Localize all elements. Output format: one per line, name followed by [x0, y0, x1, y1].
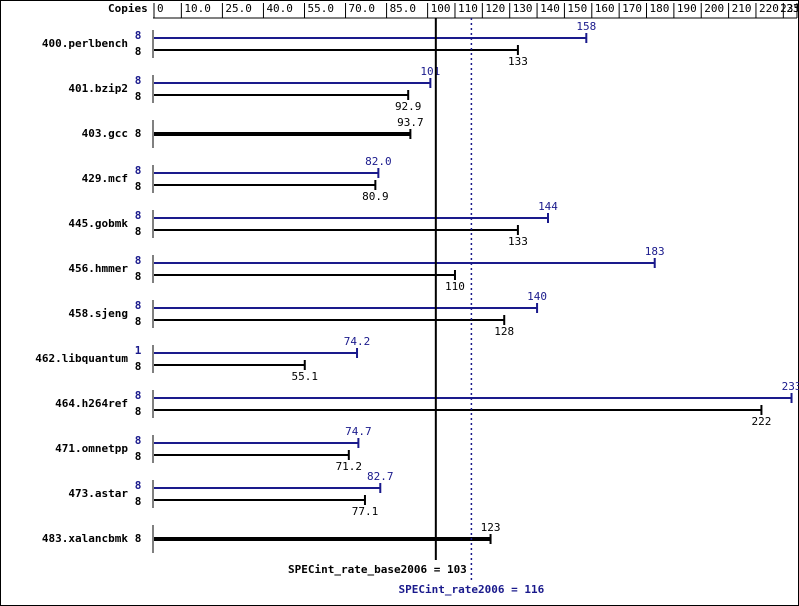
benchmark-label: 462.libquantum — [35, 352, 128, 365]
value-label: 133 — [508, 55, 528, 68]
copies-label: 8 — [135, 495, 142, 508]
copies-label: 8 — [135, 315, 142, 328]
reference-label: SPECint_rate_base2006 = 103 — [288, 563, 467, 576]
x-tick-label: 140 — [540, 2, 560, 15]
x-tick-label: 160 — [595, 2, 615, 15]
copies-label: 8 — [135, 434, 142, 447]
value-label: 233 — [782, 380, 799, 393]
x-tick-label: 120 — [485, 2, 505, 15]
reference-label: SPECint_rate2006 = 116 — [399, 583, 545, 596]
value-label: 55.1 — [292, 370, 319, 383]
copies-label: 8 — [135, 254, 142, 267]
value-label: 101 — [420, 65, 440, 78]
benchmark-label: 400.perlbench — [42, 37, 128, 50]
x-tick-label: 180 — [650, 2, 670, 15]
value-label: 82.7 — [367, 470, 394, 483]
benchmark-label: 471.omnetpp — [55, 442, 128, 455]
x-tick-label: 85.0 — [390, 2, 417, 15]
value-label: 128 — [494, 325, 514, 338]
value-label: 93.7 — [397, 116, 424, 129]
copies-label: 8 — [135, 270, 142, 283]
copies-label: 8 — [135, 405, 142, 418]
x-tick-label: 130 — [513, 2, 533, 15]
x-tick-label: 100 — [431, 2, 451, 15]
x-tick-label: 200 — [704, 2, 724, 15]
value-label: 71.2 — [336, 460, 363, 473]
value-label: 133 — [508, 235, 528, 248]
benchmark-label: 429.mcf — [82, 172, 128, 185]
benchmark-label: 403.gcc — [82, 127, 128, 140]
value-label: 74.2 — [344, 335, 371, 348]
value-label: 158 — [576, 20, 596, 33]
x-tick-label: 10.0 — [184, 2, 211, 15]
x-tick-label: 55.0 — [307, 2, 334, 15]
x-tick-label: 170 — [622, 2, 642, 15]
copies-label: 8 — [135, 180, 142, 193]
value-label: 82.0 — [365, 155, 392, 168]
benchmark-label: 464.h264ref — [55, 397, 128, 410]
copies-label: 8 — [135, 389, 142, 402]
value-label: 74.7 — [345, 425, 372, 438]
copies-label: 8 — [135, 225, 142, 238]
copies-label: 8 — [135, 299, 142, 312]
value-label: 92.9 — [395, 100, 422, 113]
copies-label: 8 — [135, 45, 142, 58]
benchmark-label: 401.bzip2 — [68, 82, 128, 95]
benchmark-label: 458.sjeng — [68, 307, 128, 320]
copies-label: 8 — [135, 74, 142, 87]
x-tick-label: 40.0 — [266, 2, 293, 15]
x-tick-label: 150 — [567, 2, 587, 15]
x-tick-label: 210 — [732, 2, 752, 15]
copies-label: 8 — [135, 209, 142, 222]
value-label: 222 — [751, 415, 771, 428]
x-tick-label: 190 — [677, 2, 697, 15]
x-tick-label: 235 — [780, 2, 799, 15]
benchmark-label: 473.astar — [68, 487, 128, 500]
value-label: 123 — [481, 521, 501, 534]
x-tick-label: 220 — [759, 2, 779, 15]
copies-label: 8 — [135, 360, 142, 373]
copies-label: 8 — [135, 450, 142, 463]
benchmark-label: 483.xalancbmk — [42, 532, 128, 545]
x-tick-label: 110 — [458, 2, 478, 15]
value-label: 77.1 — [352, 505, 379, 518]
x-tick-label: 230 — [786, 2, 799, 15]
value-label: 80.9 — [362, 190, 389, 203]
value-label: 183 — [645, 245, 665, 258]
copies-label: 8 — [135, 127, 142, 140]
copies-label: 8 — [135, 479, 142, 492]
copies-label: 8 — [135, 164, 142, 177]
value-label: 140 — [527, 290, 547, 303]
copies-label: 8 — [135, 29, 142, 42]
benchmark-label: 445.gobmk — [68, 217, 128, 230]
copies-label: 1 — [135, 344, 142, 357]
x-tick-label: 70.0 — [349, 2, 376, 15]
value-label: 110 — [445, 280, 465, 293]
copies-label: 8 — [135, 532, 142, 545]
x-tick-label: 0 — [157, 2, 164, 15]
copies-label: 8 — [135, 90, 142, 103]
benchmark-label: 456.hmmer — [68, 262, 128, 275]
x-tick-label: 25.0 — [225, 2, 252, 15]
value-label: 144 — [538, 200, 558, 213]
copies-header: Copies — [108, 2, 148, 15]
